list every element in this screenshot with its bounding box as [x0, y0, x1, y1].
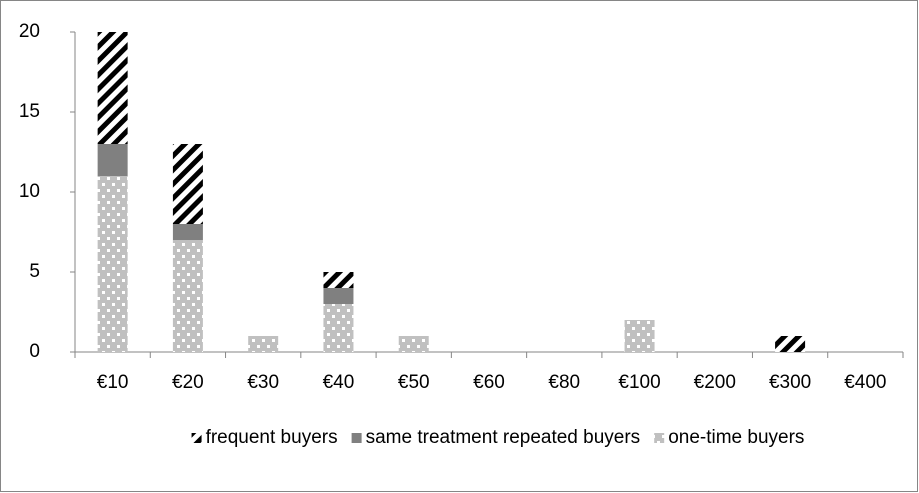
bar-segment [398, 336, 429, 352]
x-tick-label: €60 [473, 372, 505, 393]
x-tick-label: €40 [323, 372, 355, 393]
bar-segment [172, 144, 203, 224]
x-tick-label: €10 [97, 372, 129, 393]
y-tick-label: 0 [29, 341, 40, 362]
bar-segment [775, 336, 806, 352]
bar-segment [97, 32, 128, 144]
legend-swatch [351, 433, 362, 443]
bar-segment [172, 224, 203, 240]
bar-segment [624, 320, 655, 352]
x-tick-label: €400 [844, 372, 886, 393]
bar-segment [323, 288, 354, 304]
legend-swatch [191, 433, 202, 443]
bar-segment [172, 240, 203, 352]
legend-label: same treatment repeated buyers [366, 427, 641, 448]
bar-segment [323, 272, 354, 288]
x-tick-label: €300 [769, 372, 811, 393]
x-tick-label: €50 [398, 372, 430, 393]
bar-segment [323, 304, 354, 352]
x-tick-label: €80 [548, 372, 580, 393]
x-tick-label: €100 [618, 372, 660, 393]
legend-label: one-time buyers [668, 427, 804, 448]
legend-swatch [654, 433, 665, 443]
x-tick-label: €200 [694, 372, 736, 393]
bar-segment [97, 176, 128, 352]
y-tick-label: 10 [19, 181, 40, 202]
x-tick-label: €30 [247, 372, 279, 393]
bar-segment [248, 336, 279, 352]
y-tick-label: 5 [29, 261, 40, 282]
x-tick-label: €20 [172, 372, 204, 393]
legend-label: frequent buyers [206, 427, 338, 448]
bar-segment [97, 144, 128, 176]
y-tick-label: 20 [19, 21, 40, 42]
y-tick-label: 15 [19, 101, 40, 122]
